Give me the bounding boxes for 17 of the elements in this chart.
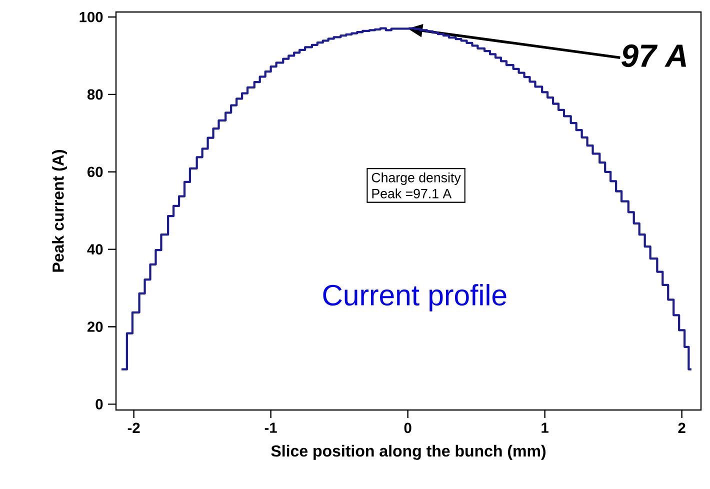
y-tick-label: 80 [87, 89, 103, 100]
y-tick-label: 40 [87, 244, 103, 255]
annotation: Charge density [372, 172, 461, 185]
y-tick-label: 20 [87, 322, 103, 332]
x-tick-label: 2 [678, 422, 686, 433]
x-tick-label: 0 [404, 422, 412, 434]
y-tick-label: 100 [80, 12, 103, 22]
annotation: Current profile [323, 284, 506, 312]
x-tick-label: -2 [128, 422, 140, 433]
x-axis-title: Slice position along the bunch (mm) [271, 444, 546, 460]
y-tick-label: 0 [96, 399, 103, 410]
annotation: Peak =97.1 A [372, 188, 452, 198]
y-axis-title: Peak current (A) [52, 150, 68, 272]
y-tick-label: 60 [88, 166, 103, 178]
x-tick-label: 1 [542, 422, 548, 433]
annotation: 97 A [622, 44, 686, 68]
x-tick-label: -1 [264, 422, 277, 433]
